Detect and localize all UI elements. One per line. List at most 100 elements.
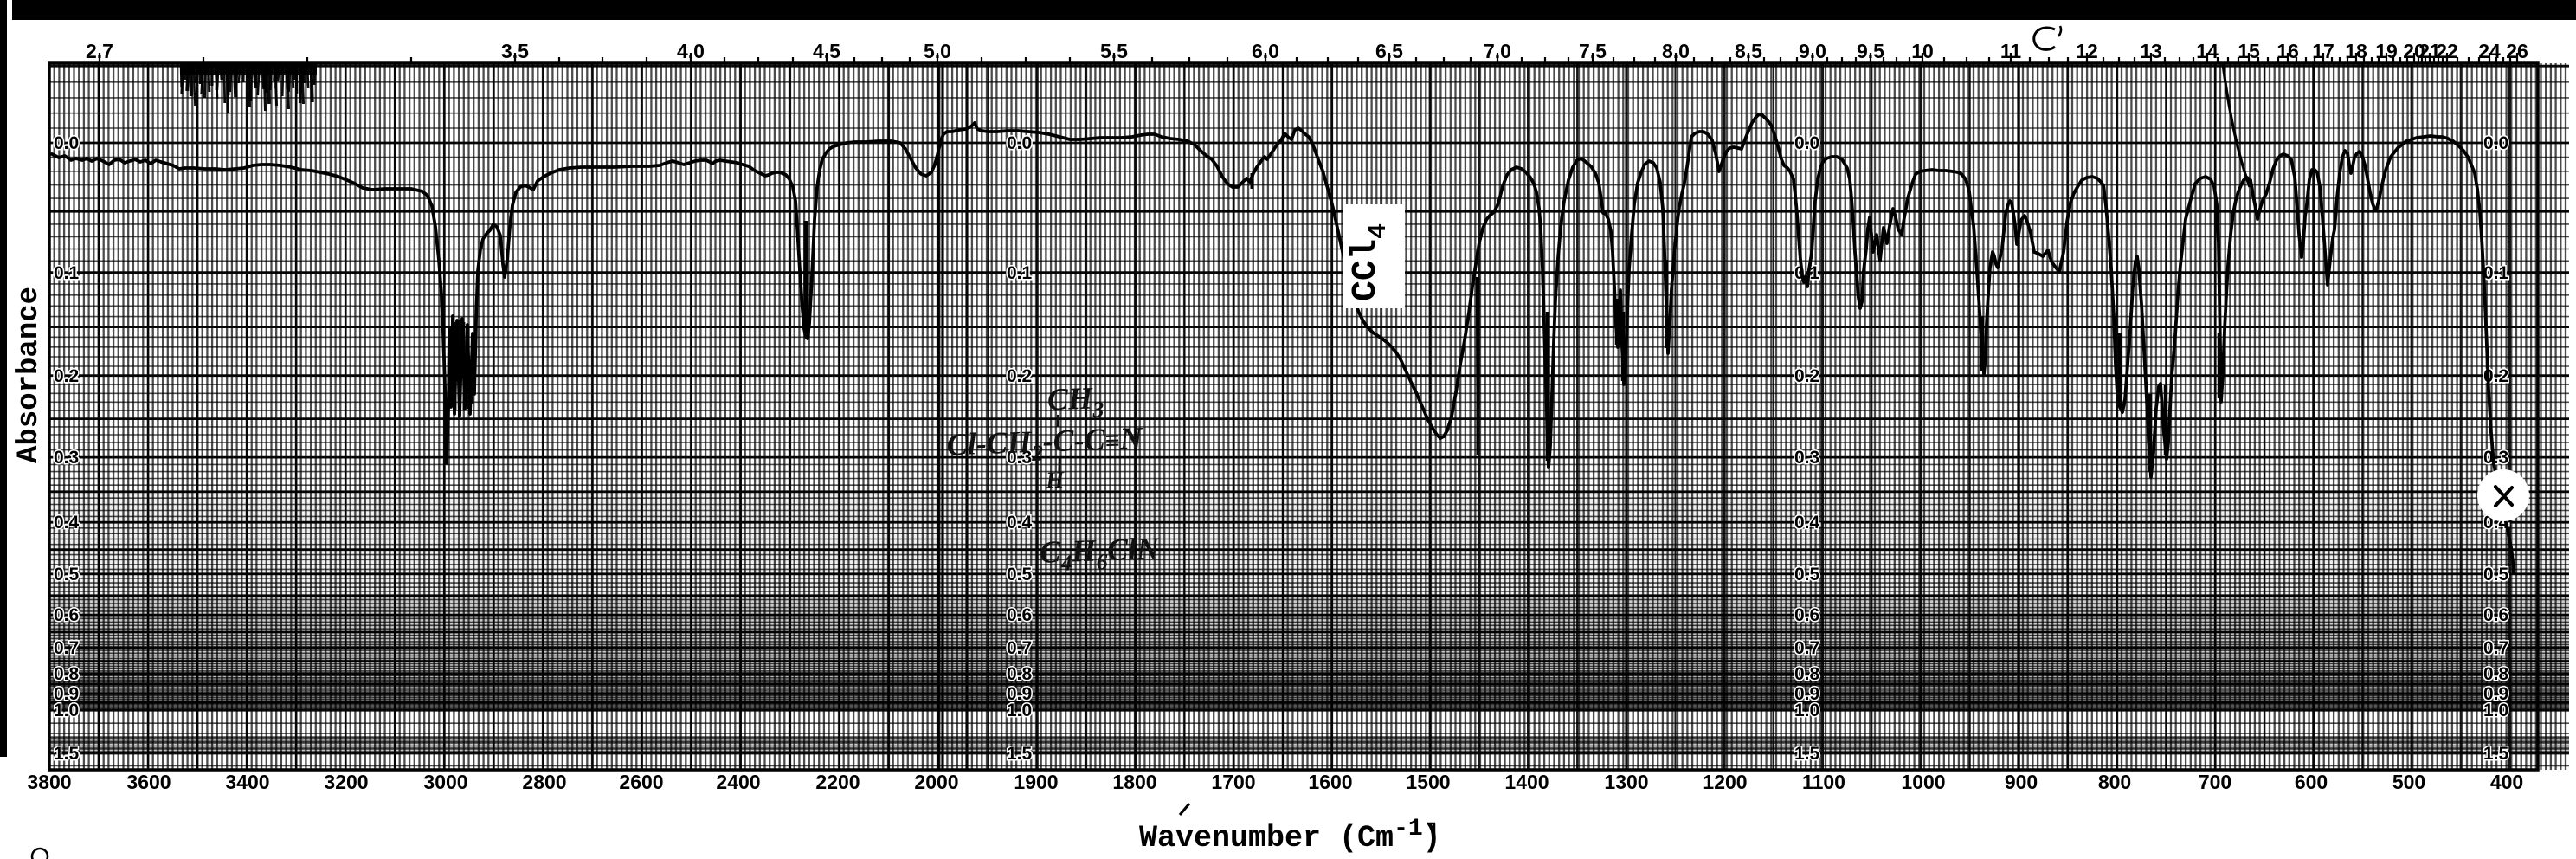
svg-text:0.9: 0.9: [54, 684, 79, 704]
svg-text:26: 26: [2506, 40, 2528, 62]
svg-text:0.2: 0.2: [1794, 366, 1819, 386]
svg-text:1000: 1000: [1901, 771, 1945, 793]
svg-text:21: 21: [2418, 40, 2441, 62]
svg-text:0.1: 0.1: [2483, 263, 2509, 283]
svg-text:1.5: 1.5: [2483, 744, 2509, 764]
svg-text:3000: 3000: [423, 771, 467, 793]
svg-text:0.9: 0.9: [1794, 684, 1819, 704]
svg-text:0.3: 0.3: [1794, 448, 1819, 468]
svg-text:0.4: 0.4: [54, 513, 80, 533]
svg-text:H: H: [1045, 467, 1066, 494]
svg-text:0.8: 0.8: [1794, 664, 1820, 684]
svg-text:1.0: 1.0: [54, 701, 79, 720]
svg-text:0.8: 0.8: [2483, 664, 2509, 684]
svg-text:9.0: 9.0: [1799, 40, 1826, 62]
svg-text:5.5: 5.5: [1100, 40, 1128, 62]
svg-text:0.2: 0.2: [1007, 366, 1032, 386]
svg-text:6.0: 6.0: [1252, 40, 1279, 62]
svg-text:0.6: 0.6: [1007, 605, 1032, 625]
svg-text:0.0: 0.0: [54, 133, 79, 153]
svg-text:0.7: 0.7: [1007, 638, 1032, 658]
svg-text:0.0: 0.0: [1794, 133, 1819, 153]
svg-text:1300: 1300: [1604, 771, 1648, 793]
svg-text:1.0: 1.0: [2483, 701, 2508, 720]
svg-text:1100: 1100: [1802, 771, 1845, 793]
svg-text:500: 500: [2392, 771, 2425, 793]
svg-text:0.5: 0.5: [2483, 565, 2509, 585]
svg-text:11: 11: [2000, 40, 2022, 62]
svg-text:2000: 2000: [914, 771, 958, 793]
svg-text:0.7: 0.7: [1794, 638, 1819, 658]
svg-text:Wavenumber (Cm-1): Wavenumber (Cm-1): [1139, 816, 1441, 856]
svg-text:1.5: 1.5: [54, 744, 80, 764]
svg-text:5.0: 5.0: [924, 40, 951, 62]
svg-text:1800: 1800: [1112, 771, 1156, 793]
svg-text:22: 22: [2436, 40, 2458, 62]
svg-text:1600: 1600: [1308, 771, 1352, 793]
svg-text:700: 700: [2199, 771, 2231, 793]
svg-text:7.0: 7.0: [1484, 40, 1511, 62]
svg-text:0.8: 0.8: [1007, 664, 1033, 684]
svg-text:2800: 2800: [522, 771, 566, 793]
svg-text:4.5: 4.5: [813, 40, 840, 62]
svg-text:1.5: 1.5: [1007, 744, 1033, 764]
svg-text:0.9: 0.9: [1007, 684, 1032, 704]
svg-text:2400: 2400: [716, 771, 760, 793]
svg-text:8.0: 8.0: [1662, 40, 1690, 62]
svg-text:1.0: 1.0: [1794, 701, 1819, 720]
svg-text:0.9: 0.9: [2483, 684, 2508, 704]
svg-text:1.5: 1.5: [1794, 744, 1820, 764]
svg-text:0.5: 0.5: [1007, 565, 1033, 585]
svg-text:Absorbance: Absorbance: [13, 287, 46, 463]
svg-text:24: 24: [2478, 40, 2501, 62]
svg-text:8.5: 8.5: [1735, 40, 1762, 62]
svg-text:2.7: 2.7: [86, 40, 113, 62]
svg-text:17: 17: [2312, 40, 2334, 62]
svg-text:0.0: 0.0: [1007, 133, 1032, 153]
svg-text:1200: 1200: [1703, 771, 1747, 793]
svg-text:1900: 1900: [1014, 771, 1058, 793]
svg-text:900: 900: [2005, 771, 2038, 793]
svg-text:0.3: 0.3: [2483, 448, 2508, 468]
svg-text:7.5: 7.5: [1579, 40, 1607, 62]
svg-text:3800: 3800: [27, 771, 71, 793]
svg-text:800: 800: [2098, 771, 2131, 793]
svg-text:0.0: 0.0: [2483, 133, 2508, 153]
svg-text:0.3: 0.3: [54, 448, 79, 468]
svg-text:14: 14: [2196, 40, 2219, 62]
svg-text:0.8: 0.8: [54, 664, 80, 684]
svg-text:1500: 1500: [1406, 771, 1450, 793]
svg-text:0.1: 0.1: [54, 263, 80, 283]
svg-text:3400: 3400: [225, 771, 269, 793]
svg-text:6.5: 6.5: [1375, 40, 1403, 62]
svg-text:0.4: 0.4: [1007, 513, 1033, 533]
svg-text:13: 13: [2140, 40, 2162, 62]
svg-text:4.0: 4.0: [677, 40, 705, 62]
svg-text:1400: 1400: [1504, 771, 1549, 793]
svg-text:0.7: 0.7: [2483, 638, 2508, 658]
svg-text:20: 20: [2403, 40, 2425, 62]
svg-text:0.5: 0.5: [54, 565, 80, 585]
svg-text:2600: 2600: [619, 771, 663, 793]
svg-text:3600: 3600: [126, 771, 171, 793]
svg-text:19: 19: [2375, 40, 2398, 62]
svg-text:0.1: 0.1: [1007, 263, 1033, 283]
svg-text:400: 400: [2490, 771, 2523, 793]
svg-text:600: 600: [2295, 771, 2328, 793]
svg-text:15: 15: [2238, 40, 2260, 62]
svg-text:0.3: 0.3: [1007, 448, 1032, 468]
svg-text:0.6: 0.6: [2483, 605, 2508, 625]
svg-text:12: 12: [2076, 40, 2098, 62]
svg-text:10: 10: [1911, 40, 1934, 62]
svg-text:0.7: 0.7: [54, 638, 79, 658]
svg-text:0.5: 0.5: [1794, 565, 1820, 585]
svg-text:0.6: 0.6: [1794, 605, 1819, 625]
svg-text:1.0: 1.0: [1007, 701, 1032, 720]
svg-text:0.2: 0.2: [54, 366, 79, 386]
svg-text:3.5: 3.5: [501, 40, 529, 62]
svg-text:18: 18: [2345, 40, 2367, 62]
svg-text:16: 16: [2277, 40, 2299, 62]
svg-text:0.6: 0.6: [54, 605, 79, 625]
svg-text:0.4: 0.4: [1794, 513, 1820, 533]
svg-text:9.5: 9.5: [1857, 40, 1884, 62]
